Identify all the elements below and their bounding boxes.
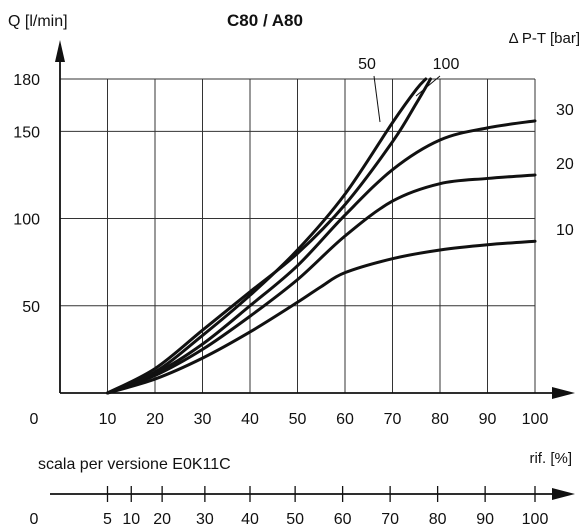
axes — [55, 40, 575, 399]
scale-tick-label: 80 — [429, 511, 447, 528]
series-label-10: 10 — [556, 222, 574, 239]
scale-tick-label: 60 — [334, 511, 352, 528]
y-tick-label: 100 — [13, 212, 40, 229]
series-label-30: 30 — [556, 102, 574, 119]
series-line-20 — [106, 173, 537, 395]
series-line-50 — [106, 77, 428, 395]
series-line-100 — [106, 77, 432, 395]
scale-tick-label: 30 — [196, 511, 214, 528]
series-labels: 30 20 10 50 100 — [358, 56, 574, 239]
scale-tick-label: 0 — [30, 511, 39, 528]
y-axis-label: Q [l/min] — [8, 13, 68, 30]
scale-tick-label: 5 — [103, 511, 112, 528]
x-tick-label: 40 — [241, 411, 259, 428]
series-leader-50 — [373, 75, 381, 123]
scale-tick-label: 40 — [241, 511, 259, 528]
grid — [60, 78, 536, 393]
scale-tick-label: 90 — [476, 511, 494, 528]
series-legend-title: Δ P-T [bar] — [509, 30, 580, 47]
x-tick-label: 10 — [99, 411, 117, 428]
series-line-10 — [106, 239, 537, 395]
y-tick-label: 180 — [13, 72, 40, 89]
scale-tick-label: 10 — [122, 511, 140, 528]
scale-axis-arrow — [552, 488, 575, 500]
x-tick-label: 50 — [289, 411, 307, 428]
y-tick-label: 50 — [22, 299, 40, 316]
x-tick-label: 80 — [431, 411, 449, 428]
series-label-100: 100 — [433, 56, 460, 73]
series-label-50: 50 — [358, 56, 376, 73]
series-label-20: 20 — [556, 156, 574, 173]
x-tick-label: 70 — [384, 411, 402, 428]
chart-title: C80 / A80 — [227, 11, 303, 30]
tick-labels: 0 10 20 30 40 50 60 70 80 90 100 50 100 150 180 — [13, 72, 548, 428]
scale-tick-label: 70 — [381, 511, 399, 528]
x-tick-label: 0 — [30, 411, 39, 428]
ref-axis-label: rif. [%] — [529, 450, 572, 467]
x-tick-label: 20 — [146, 411, 164, 428]
scale-tick-label: 100 — [522, 511, 549, 528]
x-tick-label: 60 — [336, 411, 354, 428]
x-axis-arrow — [552, 387, 575, 399]
series-leader-100 — [415, 75, 441, 97]
scale-tick-label: 50 — [286, 511, 304, 528]
y-tick-label: 150 — [13, 124, 40, 141]
scale-caption: scala per versione E0K11C — [38, 456, 231, 473]
series-lines — [106, 77, 537, 395]
x-tick-label: 100 — [522, 411, 549, 428]
series-line-30 — [106, 119, 537, 395]
scale-tick-label: 20 — [153, 511, 171, 528]
y-axis-arrow — [55, 40, 65, 62]
secondary-scale: 0 5 10 20 30 40 50 60 70 80 90 100 — [30, 486, 575, 528]
x-tick-label: 30 — [194, 411, 212, 428]
x-tick-label: 90 — [479, 411, 497, 428]
